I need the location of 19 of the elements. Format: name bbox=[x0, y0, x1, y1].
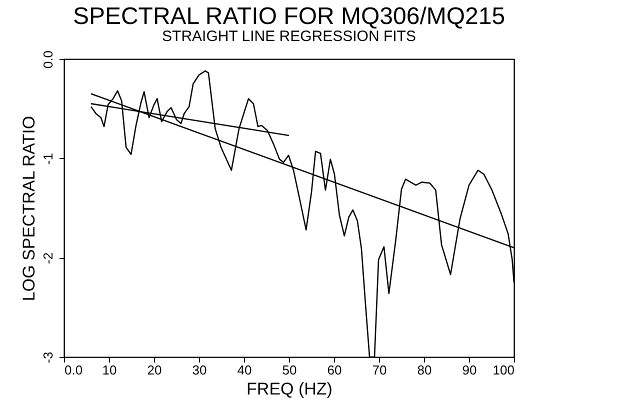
x-tick-label: 20 bbox=[147, 362, 162, 378]
x-axis-title: FREQ (HZ) bbox=[246, 380, 332, 398]
chart-subtitle: STRAIGHT LINE REGRESSION FITS bbox=[162, 28, 416, 45]
chart-title: SPECTRAL RATIO FOR MQ306/MQ215 bbox=[72, 2, 506, 30]
x-tick-label: 80 bbox=[417, 362, 432, 378]
x-tick-label: 50 bbox=[282, 362, 297, 378]
y-tick-label: -1 bbox=[40, 153, 56, 165]
x-tick-label: 0.0 bbox=[64, 362, 83, 378]
x-tick-label: 40 bbox=[237, 362, 252, 378]
x-tick-label: 70 bbox=[372, 362, 387, 378]
x-tick-label: 90 bbox=[462, 362, 477, 378]
x-tick-label: 10 bbox=[102, 362, 117, 378]
y-tick-label: -2 bbox=[40, 252, 56, 264]
y-tick-label: -3 bbox=[40, 352, 56, 364]
y-tick-label: 0.0 bbox=[40, 50, 56, 69]
y-axis-title: LOG SPECTRAL RATIO bbox=[20, 116, 38, 302]
x-tick-label: 60 bbox=[327, 362, 342, 378]
x-tick-label: 100 bbox=[492, 362, 514, 378]
x-tick-label: 30 bbox=[192, 362, 207, 378]
